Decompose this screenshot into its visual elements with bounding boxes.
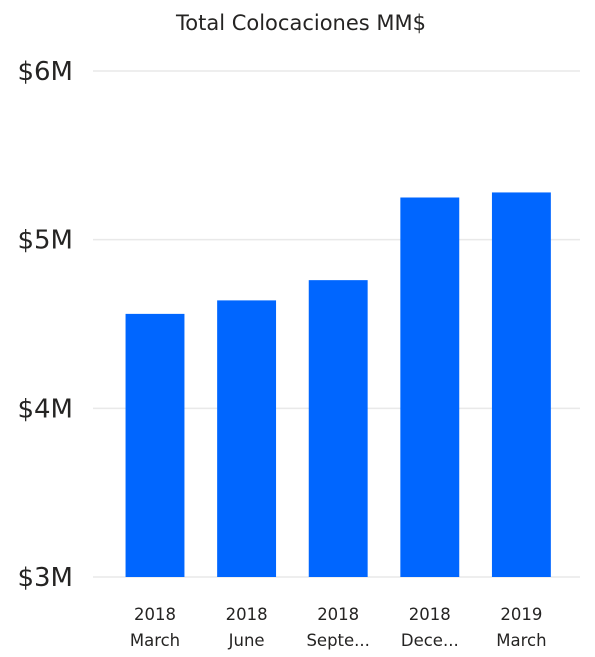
bar <box>125 313 185 577</box>
bar <box>400 197 460 577</box>
x-tick-label: 2018 <box>134 605 176 624</box>
bar <box>308 280 368 577</box>
x-tick-label: March <box>496 631 546 650</box>
y-tick-label: $6M <box>17 57 73 87</box>
x-tick-label: Septe... <box>306 631 369 650</box>
x-tick-label: 2018 <box>226 605 268 624</box>
bar <box>491 192 551 577</box>
bar <box>217 300 277 577</box>
y-axis-tick-labels: $3M $4M $5M $6M <box>17 57 73 593</box>
chart-title: Total Colocaciones MM$ <box>175 11 426 35</box>
x-tick-label: 2018 <box>317 605 359 624</box>
x-tick-label: 2018 <box>409 605 451 624</box>
x-tick-label: June <box>228 631 265 650</box>
bars <box>125 192 551 577</box>
x-tick-label: Dece... <box>401 631 459 650</box>
y-tick-label: $5M <box>17 226 73 256</box>
y-tick-label: $3M <box>17 563 73 593</box>
x-tick-label: 2019 <box>500 605 542 624</box>
x-tick-label: March <box>130 631 180 650</box>
y-tick-label: $4M <box>17 394 73 424</box>
x-axis-tick-labels: 2018 March 2018 June 2018 Septe... 2018 Dece...… <box>130 605 547 650</box>
